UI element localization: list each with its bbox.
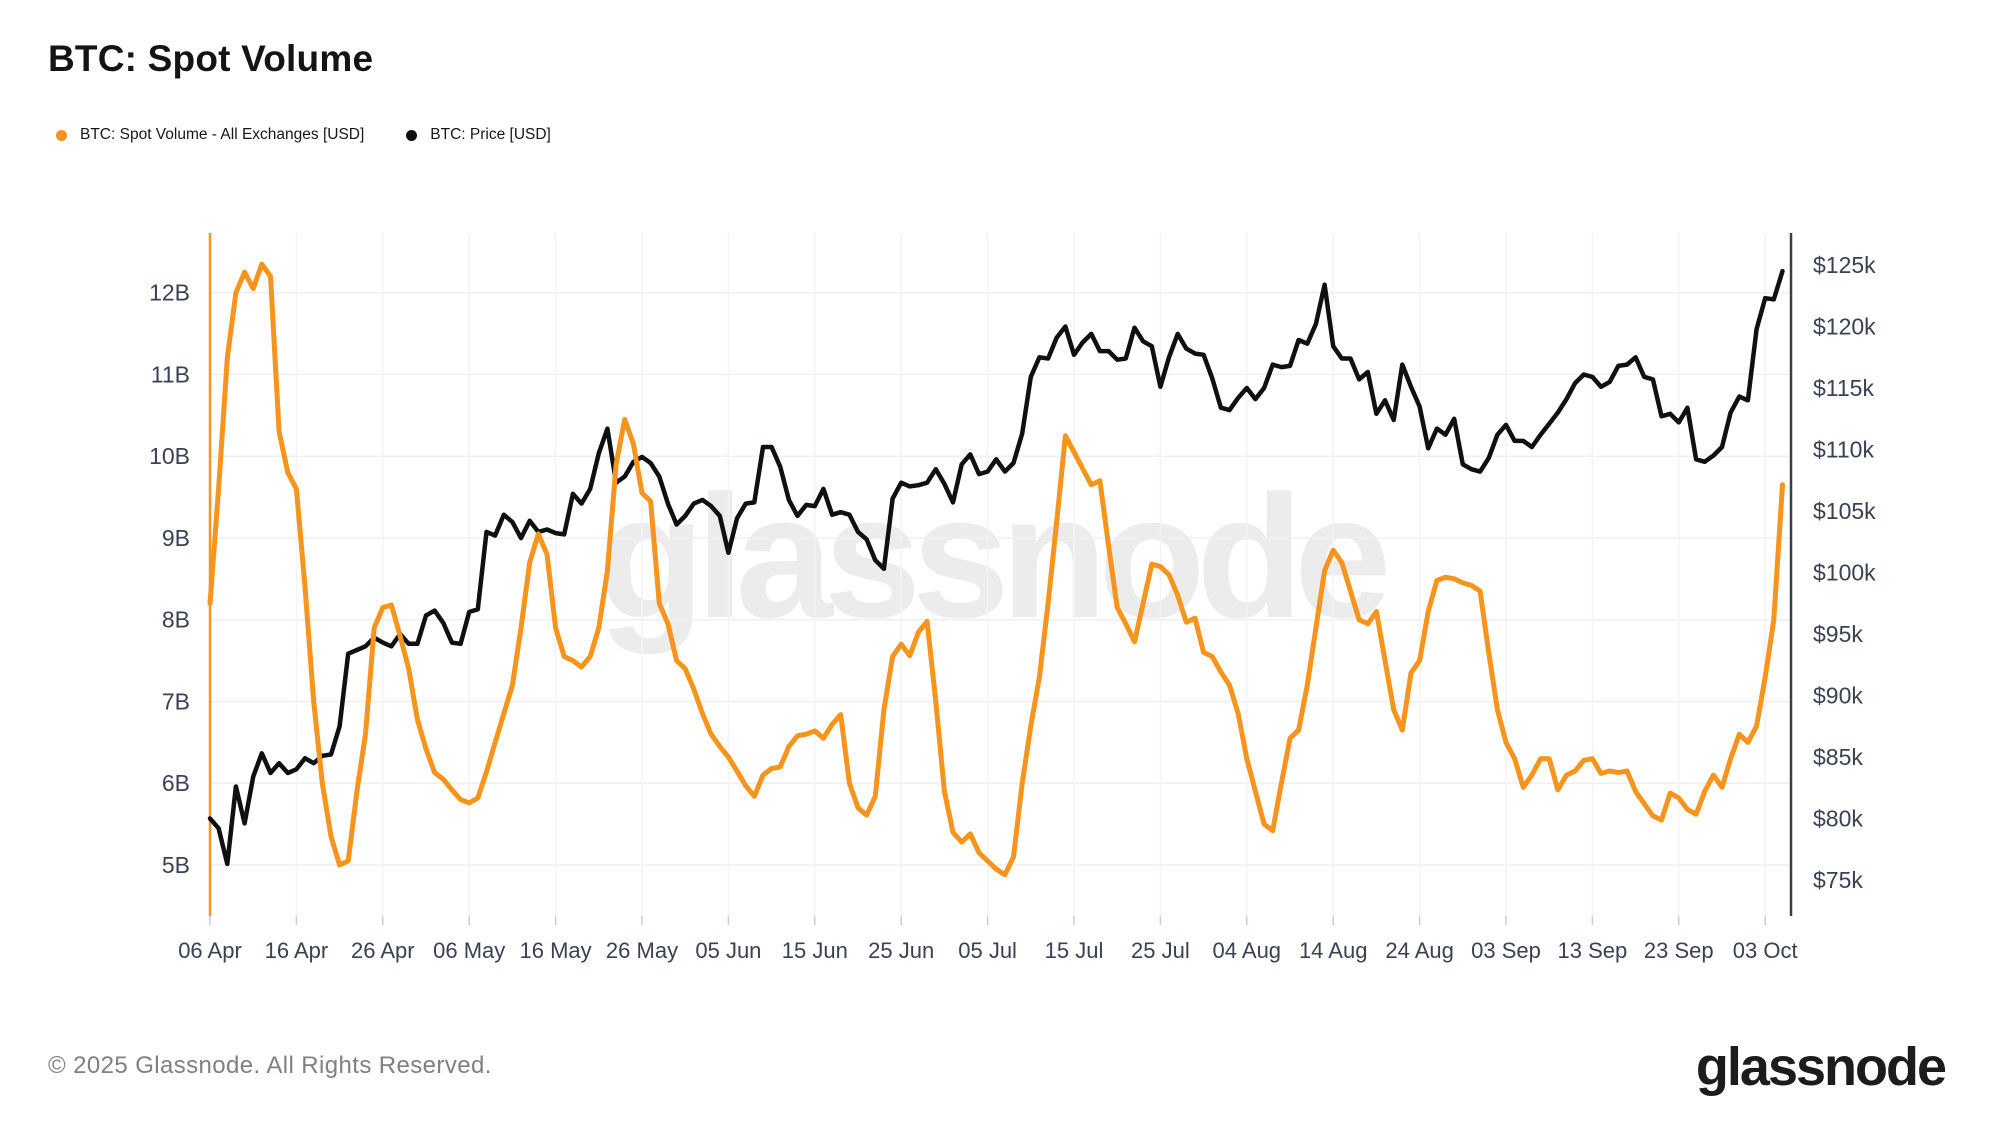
legend: BTC: Spot Volume - All Exchanges [USD] B… (56, 126, 551, 144)
x-tick-label: 03 Sep (1471, 938, 1541, 963)
volume-legend-dot-icon (56, 129, 67, 141)
x-tick-label: 06 Apr (178, 938, 242, 963)
y-left-tick-label: 6B (162, 770, 190, 796)
y-left-tick-label: 7B (162, 689, 190, 715)
y-right-tick-label: $110k (1813, 437, 1874, 463)
glassnode-watermark: glassnode (598, 460, 1392, 655)
x-tick-label: 23 Sep (1644, 938, 1714, 963)
y-right-tick-label: $125k (1813, 252, 1876, 278)
y-right-tick-label: $100k (1813, 560, 1876, 586)
page-title: BTC: Spot Volume (48, 38, 374, 79)
x-tick-label: 13 Sep (1558, 938, 1628, 963)
legend-item-spot-volume: BTC: Spot Volume - All Exchanges [USD] (56, 126, 364, 144)
price-legend-label: BTC: Price [USD] (430, 126, 551, 143)
y-left-tick-label: 11B (151, 361, 190, 387)
x-tick-label: 26 Apr (351, 938, 415, 963)
x-tick-label: 26 May (606, 938, 678, 963)
y-right-tick-label: $75k (1813, 867, 1863, 893)
y-right-tick-label: $120k (1813, 314, 1876, 340)
y-left-tick-label: 10B (149, 443, 190, 469)
x-tick-label: 25 Jul (1131, 938, 1190, 963)
legend-item-price: BTC: Price [USD] (406, 126, 551, 144)
x-tick-label: 14 Aug (1299, 938, 1368, 963)
x-tick-label: 16 May (520, 938, 592, 963)
y-right-tick-label: $95k (1813, 621, 1863, 647)
x-tick-label: 15 Jul (1045, 938, 1104, 963)
price-line (207, 268, 1785, 867)
x-tick-label: 04 Aug (1213, 938, 1282, 963)
y-right-tick-label: $80k (1813, 806, 1863, 832)
volume-legend-label: BTC: Spot Volume - All Exchanges [USD] (80, 126, 365, 143)
x-tick-label: 05 Jun (695, 938, 761, 963)
y-right-tick-label: $85k (1813, 744, 1863, 770)
x-tick-label: 25 Jun (868, 938, 934, 963)
price-legend-dot-icon (406, 129, 418, 141)
x-tick-label: 05 Jul (958, 938, 1017, 963)
y-right-tick-label: $115k (1813, 375, 1874, 401)
x-tick-label: 15 Jun (782, 938, 848, 963)
volume-line (207, 261, 1785, 878)
x-tick-label: 06 May (433, 938, 505, 963)
glassnode-logo: glassnode (1695, 1037, 1947, 1097)
x-tick-label: 03 Oct (1733, 938, 1798, 963)
y-left-tick-label: 8B (162, 607, 190, 633)
y-left-tick-label: 9B (162, 525, 190, 551)
footer-copyright: © 2025 Glassnode. All Rights Reserved. (48, 1052, 492, 1079)
x-tick-label: 24 Aug (1385, 938, 1454, 963)
y-left-tick-label: 5B (162, 852, 190, 878)
x-tick-label: 16 Apr (265, 938, 329, 963)
y-right-tick-label: $105k (1813, 498, 1876, 524)
y-right-tick-label: $90k (1813, 683, 1863, 709)
y-left-tick-label: 12B (149, 280, 190, 306)
